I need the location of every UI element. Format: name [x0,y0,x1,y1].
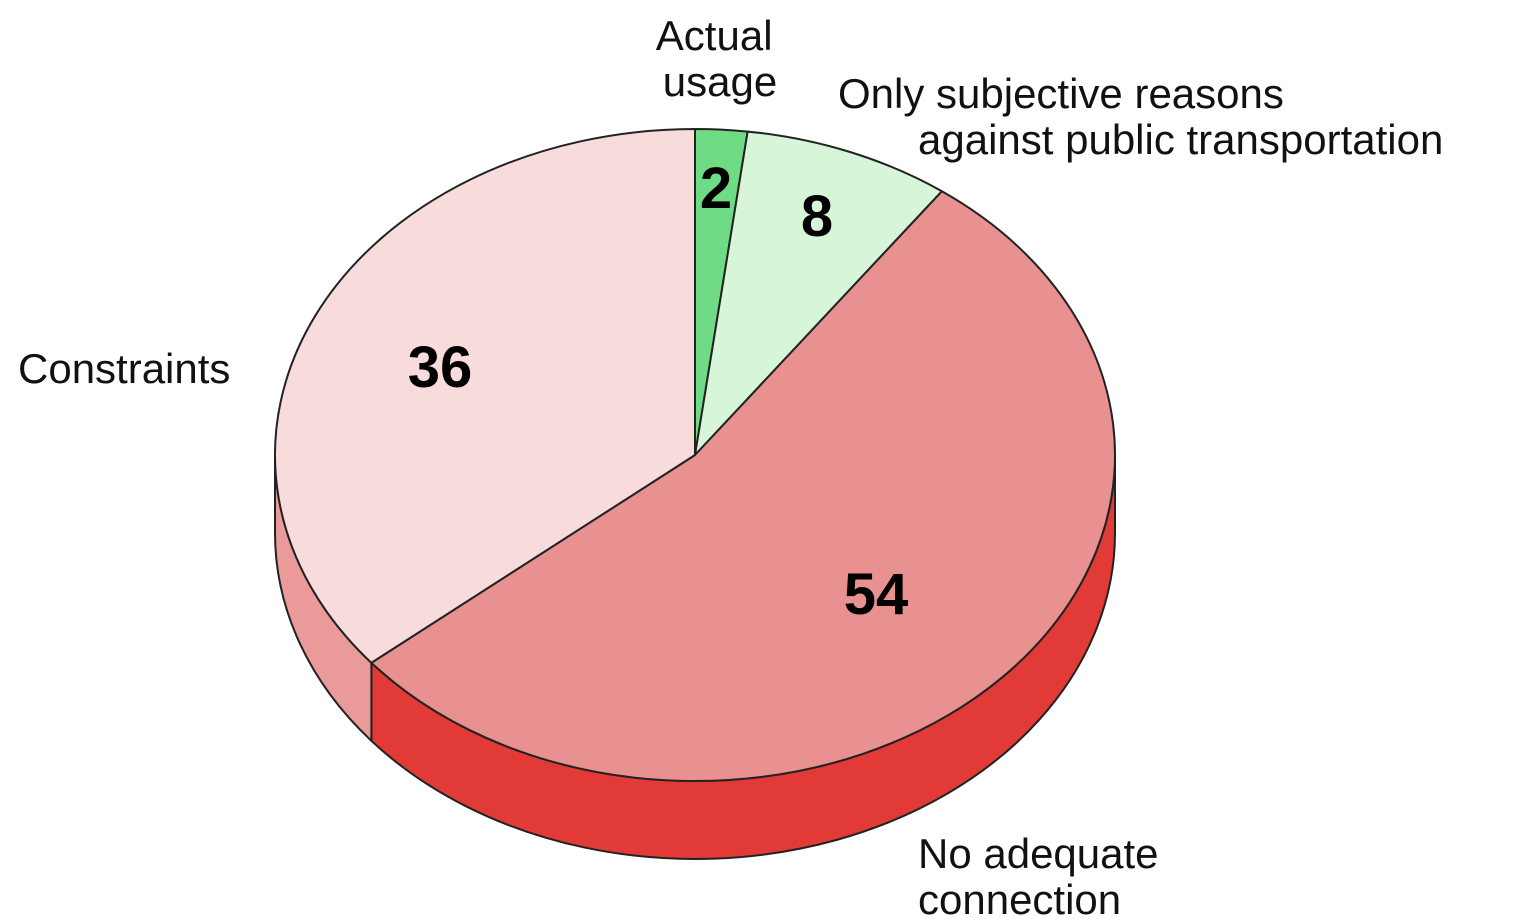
slice-label-actual-usage: Actual usage [656,12,784,105]
slice-value-constraints: 36 [408,335,473,400]
pie-slice-subjective-reasons [693,130,944,459]
pie-labels: Actual usage Only subjective reasons aga… [18,12,1443,921]
slice-label-no-adequate-connection: No adequate connection [918,830,1170,921]
pie-top-slices [274,127,1116,782]
pie-value-labels: 2 8 54 36 [408,156,909,627]
slice-label-subjective-reasons: Only subjective reasons against public t… [838,70,1443,163]
slice-label-constraints: Constraints [18,345,230,392]
slice-value-actual-usage: 2 [700,156,732,221]
slice-value-subjective-reasons: 8 [801,184,833,249]
slice-value-no-adequate-connection: 54 [844,562,909,627]
pie-slice-no-adequate-connection [369,190,1116,782]
pie-slice-constraints [274,127,696,665]
